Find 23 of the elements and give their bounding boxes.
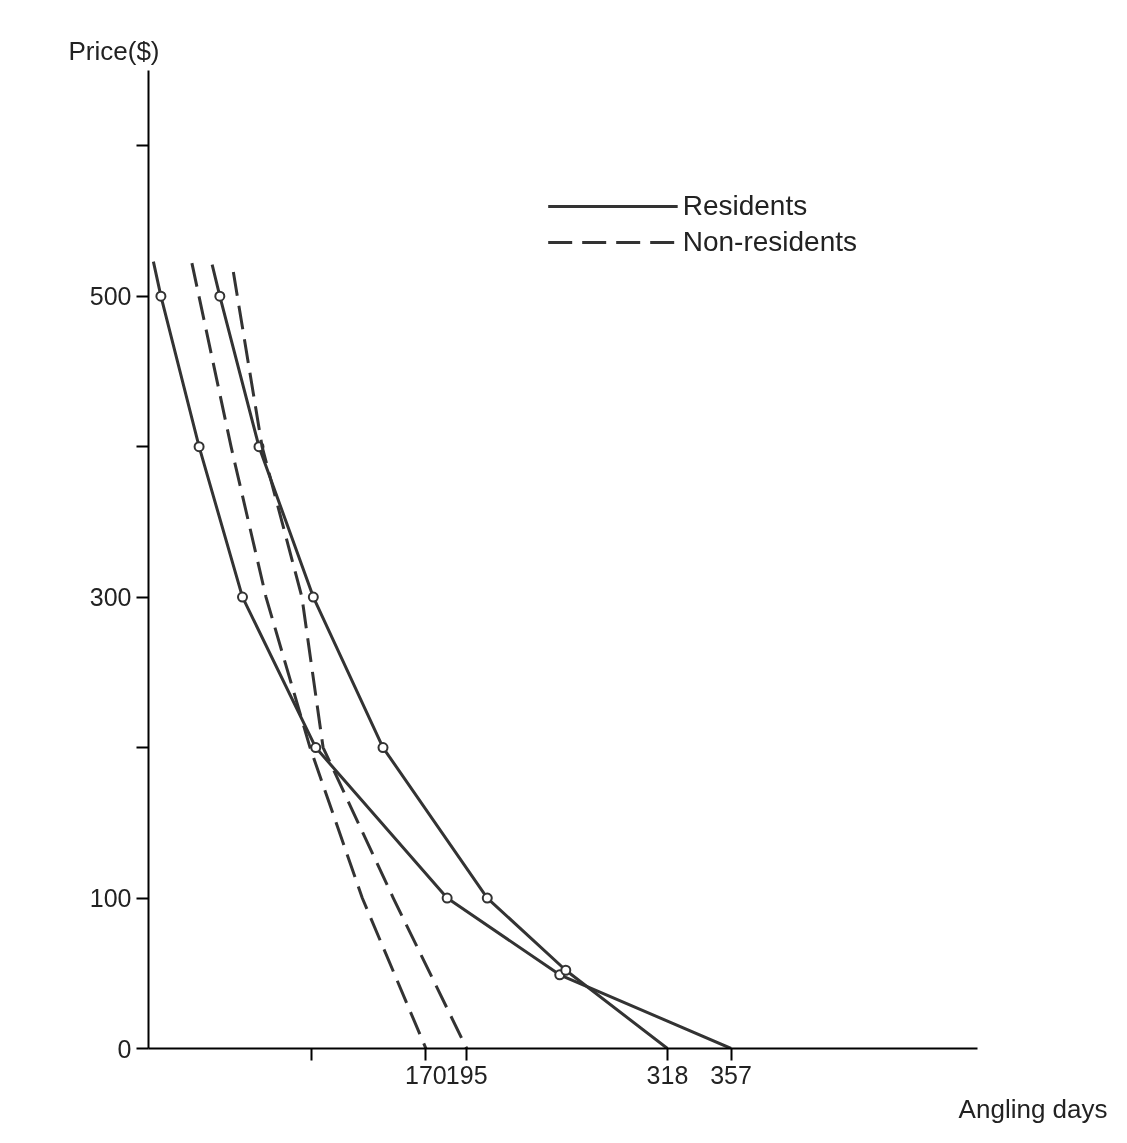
y-tick-label: 500	[89, 282, 132, 311]
line-series	[151, 260, 733, 1049]
point	[310, 742, 322, 754]
point	[377, 742, 389, 754]
x-axis-title: Angling days	[958, 1093, 1108, 1124]
point	[307, 591, 319, 603]
point	[560, 964, 572, 976]
y-tick-label: 300	[89, 583, 132, 612]
x-tick-label: 170	[405, 1060, 447, 1089]
point	[193, 441, 205, 453]
legend-label: Residents	[682, 190, 808, 222]
x-tick-label: 195	[445, 1060, 488, 1089]
point	[214, 290, 226, 302]
x-tick-label: 357	[710, 1060, 752, 1089]
y-tick-label: 100	[89, 884, 132, 913]
y-axis-title: Price($)	[68, 35, 160, 66]
y-tick-label: 0	[117, 1034, 132, 1063]
point	[441, 892, 453, 904]
point	[481, 892, 493, 904]
x-tick-label: 318	[646, 1060, 689, 1089]
point	[155, 290, 167, 302]
point	[237, 591, 248, 603]
legend-label: Non-residents	[682, 226, 857, 258]
